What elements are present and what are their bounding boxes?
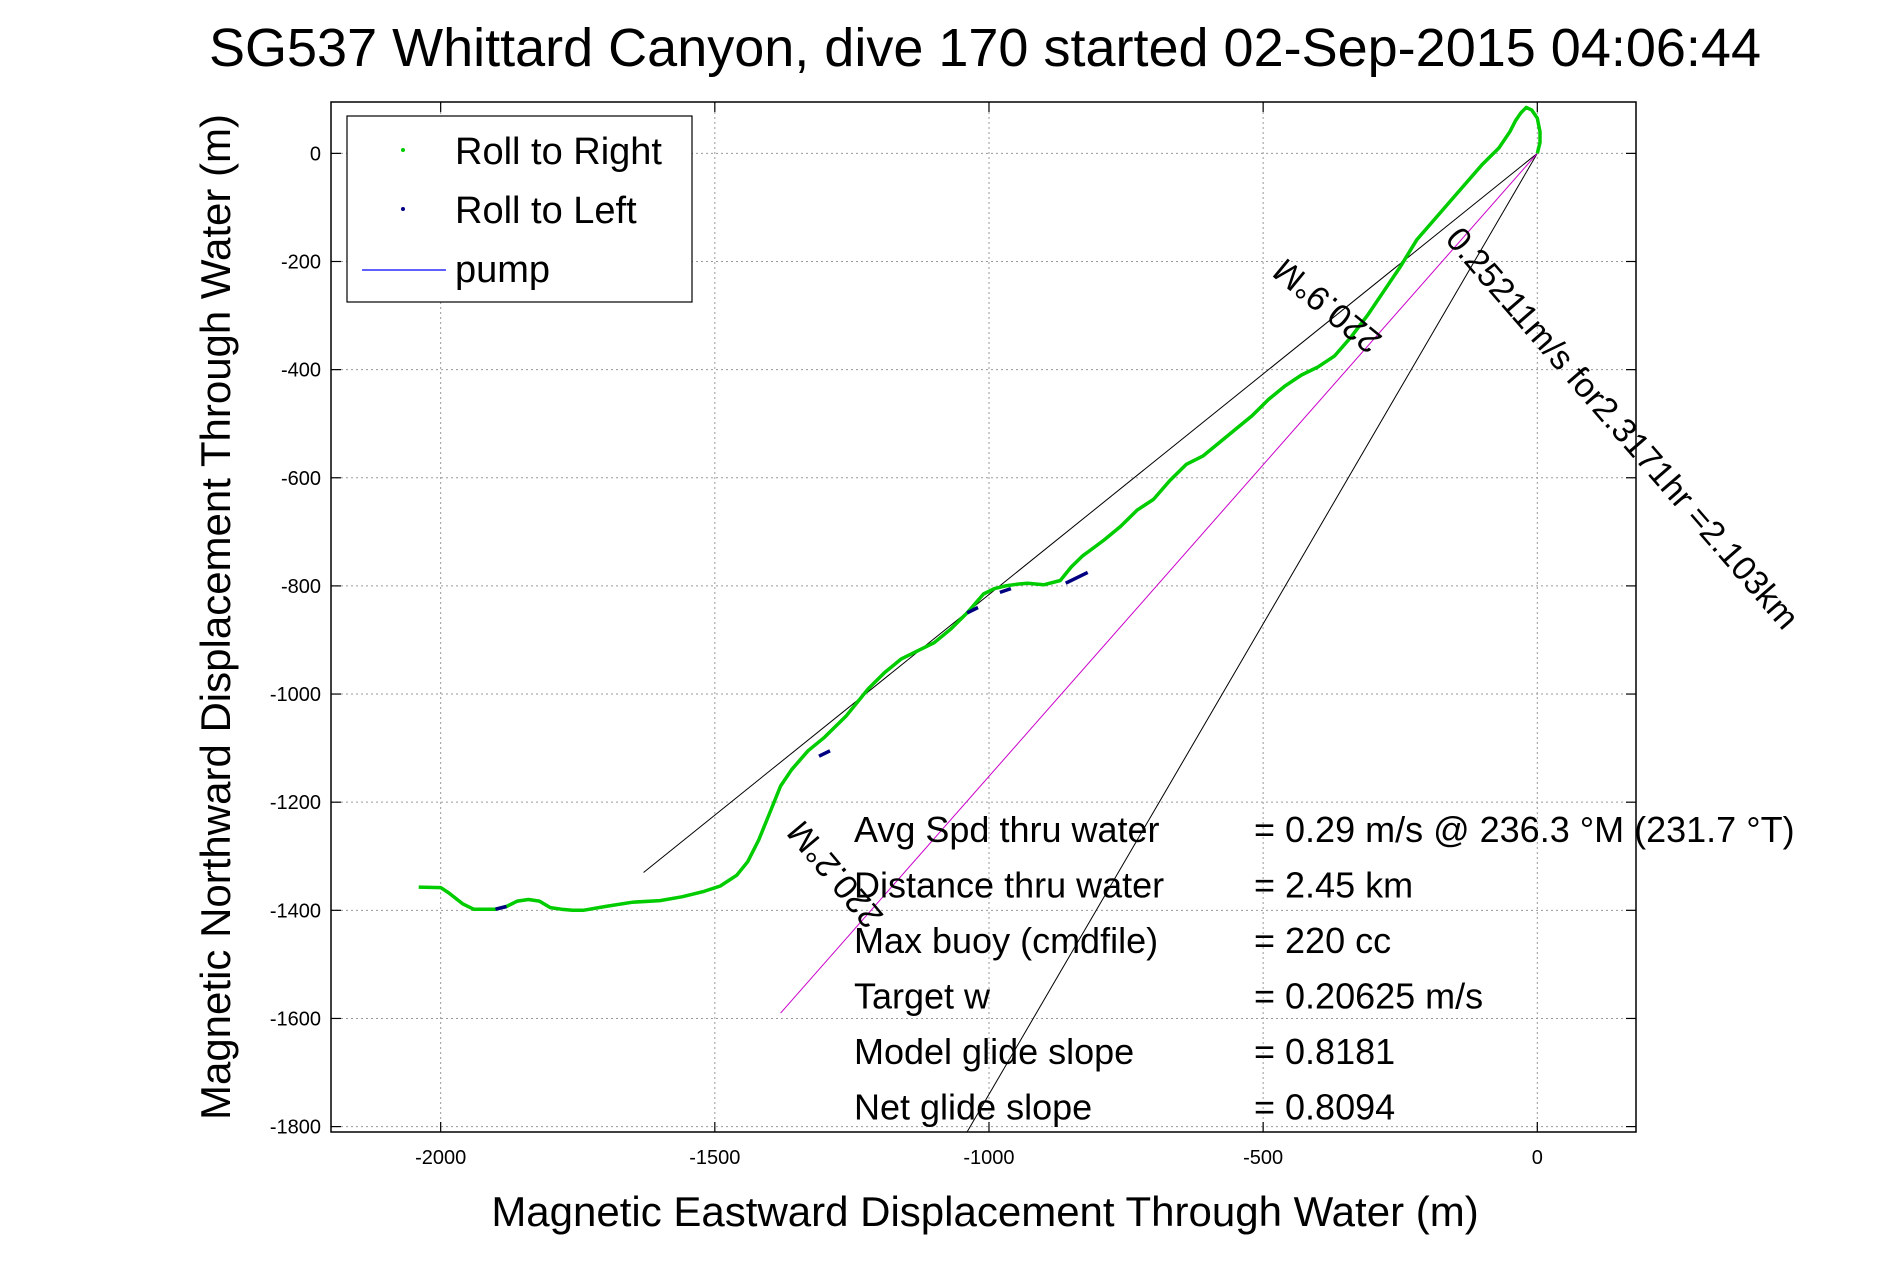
series-roll-to-left-segment	[999, 586, 1012, 595]
legend-marker	[401, 148, 405, 152]
legend-label: Roll to Left	[455, 190, 637, 232]
y-tick-label: 0	[310, 143, 321, 165]
y-tick-label: -1000	[270, 684, 321, 706]
y-tick-label: -600	[281, 468, 321, 490]
series-roll-to-left-segment	[1064, 570, 1089, 585]
series-roll-to-left-segment	[495, 904, 507, 911]
heading-wedge-line	[643, 152, 1538, 873]
stat-value: = 0.29 m/s @ 236.3 °M (231.7 °T)	[1254, 809, 1795, 850]
y-tick-label: -800	[281, 576, 321, 598]
stat-label: Distance thru water	[854, 865, 1164, 906]
axis-ticks: -2000 -1500 -1000 -500 0 0 -200 -400 -600 -800 -10…	[270, 102, 1636, 1169]
legend-label: Roll to Right	[455, 131, 662, 173]
series-roll-to-left-segment	[818, 749, 831, 758]
series-roll-to-right	[418, 105, 1542, 913]
y-tick-label: -1800	[270, 1117, 321, 1139]
stat-value: = 0.20625 m/s	[1254, 976, 1483, 1017]
stat-value: = 2.45 km	[1254, 865, 1413, 906]
y-tick-label: -200	[281, 252, 321, 274]
chart-title: SG537 Whittard Canyon, dive 170 started …	[209, 18, 1761, 78]
x-tick-label: -1500	[689, 1147, 740, 1169]
stat-label: Net glide slope	[854, 1087, 1092, 1128]
stat-label: Target w	[854, 976, 991, 1017]
stat-value: = 0.8181	[1254, 1031, 1395, 1072]
y-tick-label: -1400	[270, 900, 321, 922]
y-tick-label: -400	[281, 360, 321, 382]
y-axis-label: Magnetic Northward Displacement Through …	[192, 114, 239, 1120]
x-axis-label: Magnetic Eastward Displacement Through W…	[491, 1188, 1478, 1235]
x-tick-label: -1000	[963, 1147, 1014, 1169]
legend-label: pump	[455, 249, 550, 291]
heading-wedge-line	[966, 153, 1538, 1132]
stat-value: = 0.8094	[1254, 1087, 1395, 1128]
y-tick-label: -1600	[270, 1008, 321, 1030]
data-layer	[418, 105, 1542, 1132]
stat-label: Model glide slope	[854, 1031, 1134, 1072]
stat-value: = 220 cc	[1254, 920, 1391, 961]
y-tick-label: -1200	[270, 792, 321, 814]
stat-label: Max buoy (cmdfile)	[854, 920, 1158, 961]
legend-marker	[401, 207, 405, 211]
stat-label: Avg Spd thru water	[854, 809, 1160, 850]
x-tick-label: -2000	[415, 1147, 466, 1169]
current-vector-line	[780, 153, 1538, 1014]
dive-stats: Avg Spd thru water = 0.29 m/s @ 236.3 °M …	[854, 809, 1795, 1128]
plot-frame	[330, 101, 1637, 1133]
series-roll-to-left-segment	[966, 605, 979, 615]
x-tick-label: 0	[1532, 1147, 1543, 1169]
legend: Roll to Right Roll to Left pump	[346, 115, 693, 303]
x-tick-label: -500	[1243, 1147, 1283, 1169]
